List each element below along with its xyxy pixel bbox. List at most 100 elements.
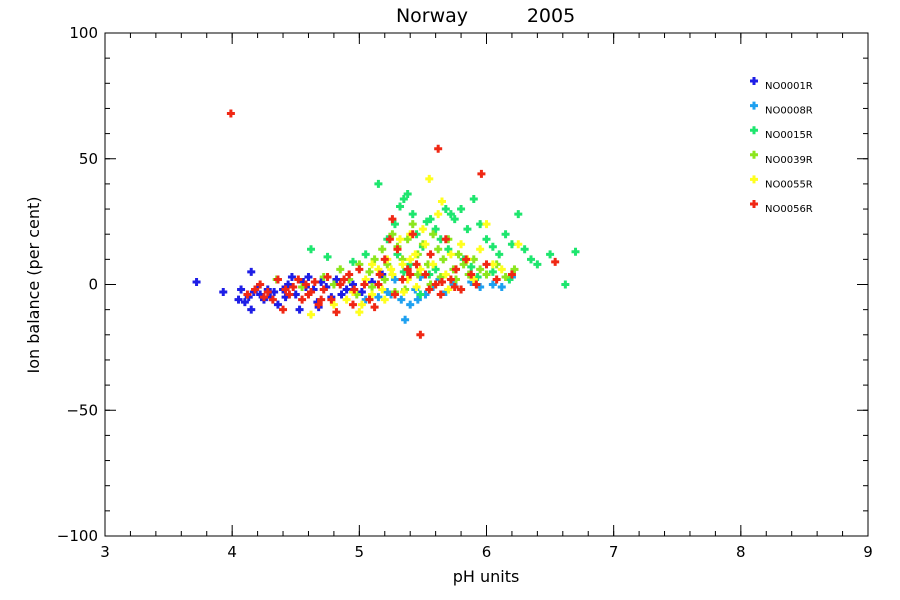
data-point [462,255,471,264]
data-point [226,109,235,118]
data-point [476,245,485,254]
data-point [327,295,336,304]
x-tick-label: 8 [736,543,746,561]
data-point [361,275,370,284]
data-point [412,260,421,269]
data-point [571,247,580,256]
data-point [429,283,438,292]
data-point [259,293,268,302]
data-point [501,272,510,281]
data-point [469,194,478,203]
data-point [345,270,354,279]
y-tick-label: 50 [79,150,98,168]
data-point [482,260,491,269]
data-point [350,285,359,294]
data-point [425,285,434,294]
data-point [411,250,420,259]
data-point [441,270,450,279]
data-point [317,277,326,286]
data-point [357,288,366,297]
data-point [368,277,377,286]
data-point [497,265,506,274]
data-point [390,220,399,229]
data-point [527,255,536,264]
data-point [403,235,412,244]
legend-label: NO0039R [765,155,813,166]
data-point [357,300,366,309]
data-point [561,280,570,289]
data-point [342,295,351,304]
data-point [397,295,406,304]
data-point [383,260,392,269]
data-point [457,205,466,214]
data-point [396,235,405,244]
data-point [403,265,412,274]
x-axis-tick-labels: 3 4 5 6 7 8 9 [100,543,873,561]
data-point [396,202,405,211]
data-point [361,250,370,259]
legend-label: NO0055R [765,179,813,190]
data-point [398,275,407,284]
data-point [360,280,369,289]
data-point [329,280,338,289]
data-point [279,305,288,314]
data-point [390,290,399,299]
data-point [444,245,453,254]
data-point [482,220,491,229]
data-point [451,265,460,274]
data-point [441,205,450,214]
data-point [416,272,425,281]
legend-entry: NO0001R [750,77,813,92]
legend-entry: NO0056R [750,200,813,215]
data-point [488,260,497,269]
data-point [388,230,397,239]
data-point [398,255,407,264]
data-point [406,260,415,269]
data-point [352,290,361,299]
data-point [219,288,228,297]
axis-ticks [104,32,869,537]
data-point [514,240,523,249]
data-point [256,280,265,289]
data-point [463,225,472,234]
data-point [298,283,307,292]
data-point [412,283,421,292]
data-point [546,250,555,259]
data-point [388,270,397,279]
data-point [294,275,303,284]
data-point [406,270,415,279]
data-point [421,240,430,249]
data-point [287,272,296,281]
data-point [314,300,323,309]
x-tick-label: 6 [482,543,492,561]
data-point [469,255,478,264]
data-point [403,189,412,198]
data-point [268,295,277,304]
data-point [393,250,402,259]
data-point [488,267,497,276]
data-point [240,298,249,307]
chart-title-year: 2005 [527,5,575,27]
data-point [473,272,482,281]
data-point [387,265,396,274]
data-point [488,280,497,289]
data-point [270,288,279,297]
y-tick-label: −50 [66,401,98,419]
data-point [413,295,422,304]
data-point [380,275,389,284]
data-point [446,210,455,219]
data-point [332,275,341,284]
data-point [319,285,328,294]
y-axis-label: Ion balance (per cent) [24,196,43,373]
legend-entry: NO0015R [750,126,813,141]
series-NO0056R [226,109,560,339]
data-point [285,290,294,299]
data-point [551,257,560,266]
data-point [307,245,316,254]
data-point [322,283,331,292]
data-point [437,277,446,286]
data-point [399,267,408,276]
data-point [413,270,422,279]
data-point [401,315,410,324]
